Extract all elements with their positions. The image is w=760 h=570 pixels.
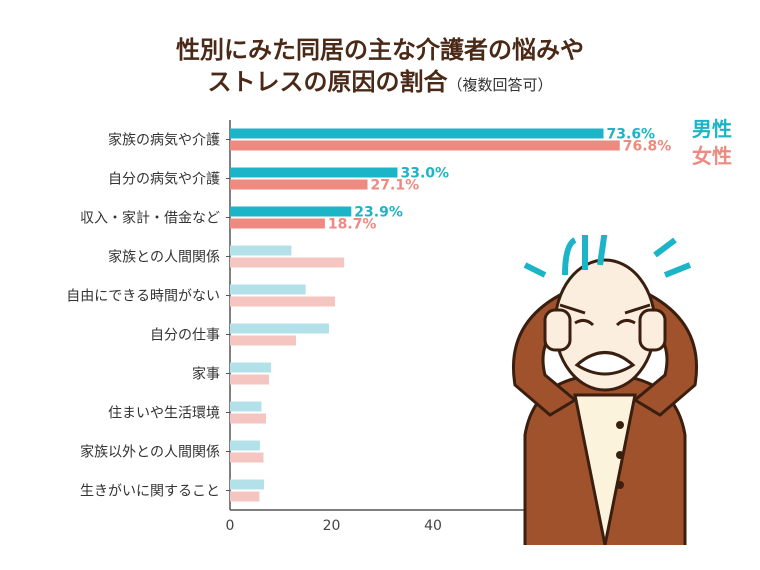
category-label: 家事 bbox=[192, 366, 220, 383]
category-label: 自由にできる時間がない bbox=[66, 289, 220, 305]
data-label: 23.9% bbox=[354, 205, 403, 221]
category-label: 自分の仕事 bbox=[150, 328, 220, 344]
bar-male bbox=[230, 440, 260, 451]
bar-female bbox=[230, 491, 260, 502]
bar-male bbox=[230, 323, 329, 334]
category-label: 家族との人間関係 bbox=[108, 249, 220, 266]
chart-title-note: （複数回答可） bbox=[447, 76, 553, 94]
data-label: 27.1% bbox=[371, 178, 420, 194]
bar-male bbox=[230, 362, 272, 373]
bar-male bbox=[230, 128, 604, 139]
data-label: 76.8% bbox=[623, 139, 672, 155]
bar-male bbox=[230, 206, 352, 217]
bar-female bbox=[230, 452, 264, 463]
bar-male bbox=[230, 479, 265, 490]
bar-male bbox=[230, 284, 306, 295]
data-label: 73.6% bbox=[607, 127, 656, 143]
bar-male bbox=[230, 401, 262, 412]
bar-male bbox=[230, 167, 398, 178]
x-tick-label: 0 bbox=[226, 518, 235, 534]
chart-title-line2: ストレスの原因の割合（複数回答可） bbox=[0, 62, 760, 97]
bar-female bbox=[230, 140, 620, 151]
category-label: 家族の病気や介護 bbox=[108, 132, 220, 149]
bar-female bbox=[230, 257, 345, 268]
chart-title-line1: 性別にみた同居の主な介護者の悩みや bbox=[176, 36, 584, 64]
bar-female bbox=[230, 335, 296, 346]
chart-title-main: ストレスの原因の割合 bbox=[207, 68, 448, 96]
data-label: 18.7% bbox=[328, 217, 377, 233]
legend-female: 女性 bbox=[692, 144, 732, 168]
bar-female bbox=[230, 218, 325, 229]
x-tick-label: 20 bbox=[323, 518, 341, 534]
data-label: 33.0% bbox=[400, 166, 449, 182]
x-tick-label: 40 bbox=[424, 518, 442, 534]
bar-female bbox=[230, 413, 267, 424]
category-label: 自分の病気や介護 bbox=[108, 172, 220, 188]
bar-female bbox=[230, 179, 368, 190]
bar-male bbox=[230, 245, 292, 256]
stressed-man-illustration bbox=[512, 235, 698, 545]
category-label: 家族以外との人間関係 bbox=[80, 444, 220, 461]
legend-male: 男性 bbox=[692, 117, 732, 141]
category-label: 生きがいに関すること bbox=[80, 484, 220, 500]
bar-female bbox=[230, 296, 336, 307]
category-label: 住まいや生活環境 bbox=[108, 406, 220, 422]
category-label: 収入・家計・借金など bbox=[80, 210, 220, 227]
bar-female bbox=[230, 374, 270, 385]
